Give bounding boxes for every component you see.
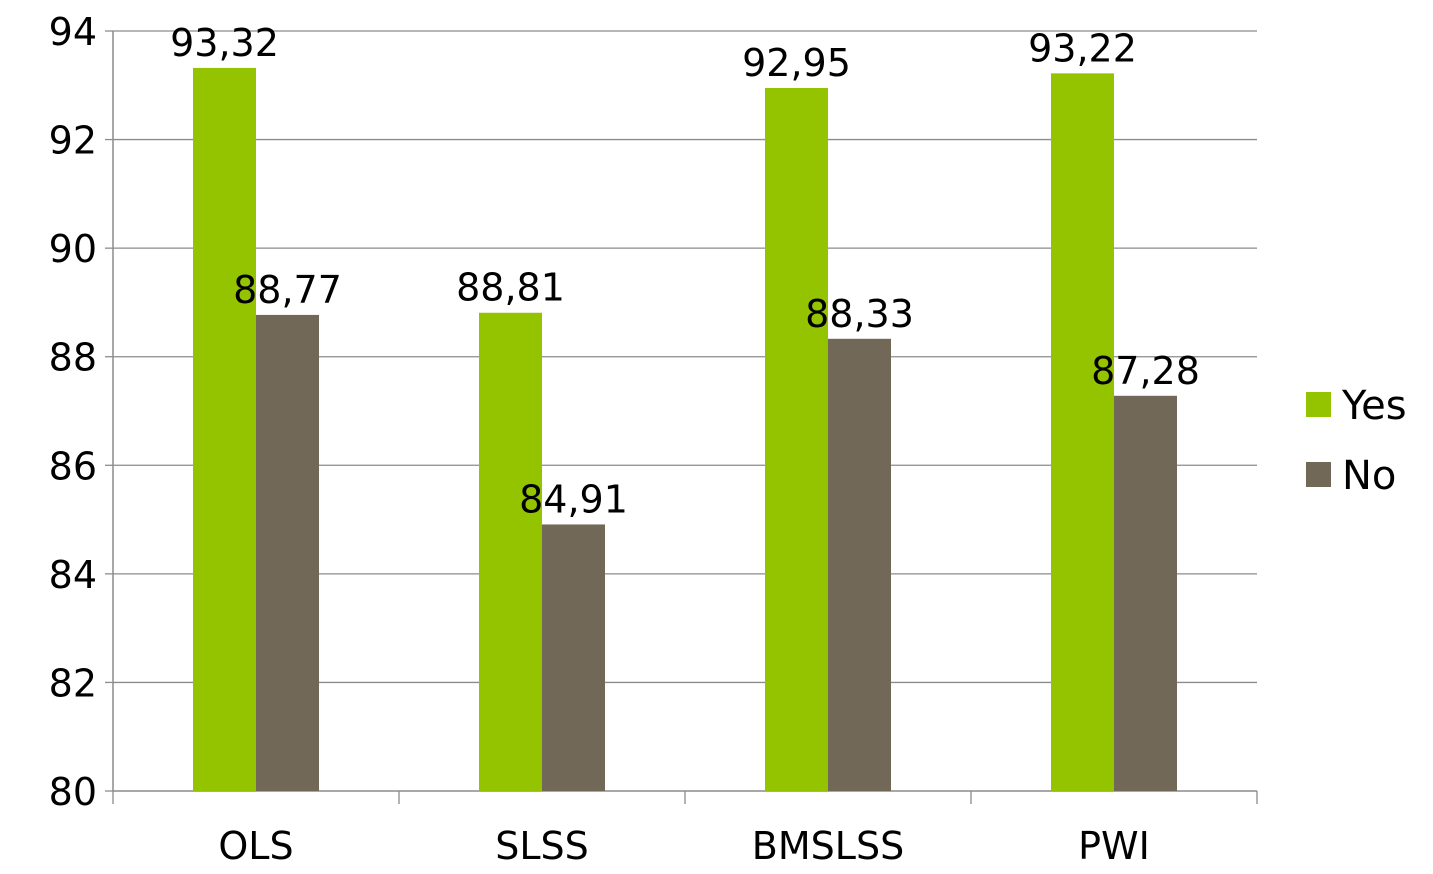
data-label: 92,95 (742, 41, 851, 85)
legend: Yes No (1306, 383, 1407, 499)
data-label: 84,91 (519, 477, 628, 521)
y-tick-label: 86 (49, 444, 97, 488)
x-axis-categories: OLS SLSS BMSLSS PWI (218, 824, 1149, 868)
bar-yes-bmslss (765, 88, 828, 791)
legend-label-yes: Yes (1341, 383, 1407, 429)
bar-yes-slss (479, 312, 542, 791)
data-label: 88,81 (456, 266, 565, 310)
data-labels: 93,32 88,77 88,81 84,91 92,95 88,33 93,22 87,28 (170, 21, 1200, 522)
x-tick-label: OLS (218, 824, 293, 868)
legend-swatch-no (1306, 462, 1331, 487)
y-tick-label: 94 (49, 10, 97, 54)
data-label: 93,32 (170, 21, 279, 65)
data-label: 87,28 (1091, 349, 1200, 393)
y-tick-label: 82 (49, 661, 97, 705)
bars (193, 67, 1177, 792)
data-label: 88,77 (233, 268, 342, 312)
y-tick-label: 84 (49, 553, 97, 597)
y-tick-label: 80 (49, 770, 97, 814)
legend-swatch-yes (1306, 392, 1331, 417)
y-axis-ticks: 80 82 84 86 88 90 92 94 (49, 10, 113, 814)
legend-label-no: No (1342, 453, 1396, 499)
bar-no-ols (256, 314, 319, 791)
x-tick-label: SLSS (495, 824, 589, 868)
x-tick-label: PWI (1078, 824, 1150, 868)
x-tick-label: BMSLSS (752, 824, 904, 868)
bar-no-pwi (1114, 395, 1177, 791)
y-tick-label: 88 (49, 336, 97, 380)
y-tick-label: 90 (49, 227, 97, 271)
y-tick-label: 92 (49, 119, 97, 163)
bar-no-slss (542, 524, 605, 791)
data-label: 88,33 (805, 292, 914, 336)
data-label: 93,22 (1028, 26, 1137, 70)
bar-no-bmslss (828, 338, 891, 791)
bar-yes-ols (193, 67, 256, 791)
bar-yes-pwi (1051, 73, 1114, 792)
